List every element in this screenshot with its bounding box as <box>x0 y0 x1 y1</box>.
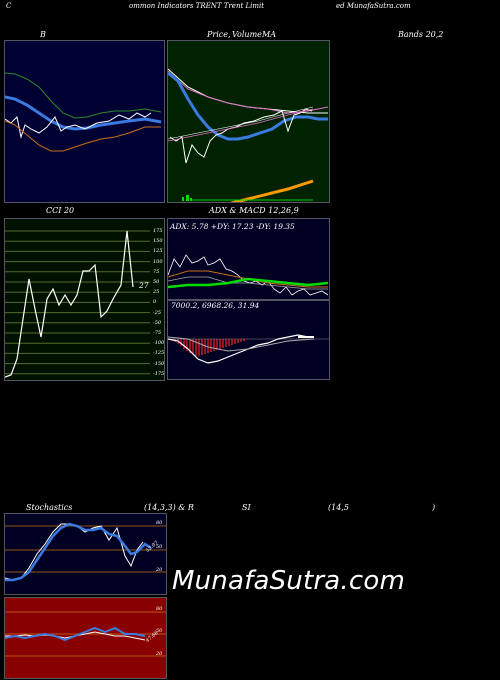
rsi-params: (14,5 <box>328 503 349 512</box>
bands-title: Bands 20,2 <box>398 30 444 39</box>
cci-level-label: -150 <box>153 360 165 367</box>
cci-level-label: -50 <box>153 319 162 326</box>
header-site: ed MunafaSutra.com <box>336 2 411 10</box>
cci-level-label: 75 <box>153 268 160 275</box>
cci-level-label: 100 <box>153 258 163 265</box>
cci-level-label: -175 <box>153 370 165 377</box>
adx-macd-title: ADX & MACD 12,26,9 <box>209 206 299 215</box>
rsi-close-paren: ) <box>432 503 436 512</box>
macd-readout: 7000.2, 6968.26, 31.94 <box>171 301 260 310</box>
bollinger-panel <box>4 40 165 203</box>
adx-readout: ADX: 5.78 +DY: 17.23 -DY: 19.35 <box>170 222 295 231</box>
cci-level-label: -75 <box>153 330 162 336</box>
watermark: MunafaSutra.com <box>172 566 406 596</box>
cci-panel: 27 175 150 125 100 75 50 25 0 -25 -50 -75 -100 -125 -… <box>4 218 165 381</box>
ma-title: MA <box>262 30 276 39</box>
cci-level-label: 150 <box>153 238 163 245</box>
cci-level-label: 125 <box>153 248 163 255</box>
stochastics-params: (14,3,3) & R <box>144 503 194 512</box>
rsi-title: SI <box>242 503 251 512</box>
cci-level-label: -100 <box>153 340 165 347</box>
cci-level-label: 25 <box>153 289 160 296</box>
rsi-level-20: 20 <box>156 651 163 657</box>
stoch-level-20: 20 <box>156 567 163 573</box>
cci-level-label: 0 <box>153 299 157 306</box>
cci-title: CCI 20 <box>46 206 75 215</box>
rsi-panel: 80 50 20 47.66 <box>4 597 167 679</box>
cci-current-value: 27 <box>139 281 149 290</box>
stoch-level-50: 50 <box>156 544 163 550</box>
bollinger-title: B <box>40 30 46 39</box>
stochastics-panel: 80 50 20 52.97 <box>4 513 167 595</box>
price-title: Price, <box>207 30 231 39</box>
macd-panel: 7000.2, 6968.26, 31.94 <box>167 300 330 380</box>
cci-level-label: -25 <box>153 309 162 316</box>
stoch-level-80: 80 <box>156 520 163 526</box>
header-left: C <box>6 2 12 10</box>
cci-level-label: -125 <box>153 350 165 357</box>
cci-level-label: 175 <box>153 228 163 234</box>
stochastics-title: Stochastics <box>26 503 73 512</box>
volume-title: Volume <box>232 30 262 39</box>
rsi-level-50: 50 <box>156 628 163 634</box>
price-ma-panel <box>167 40 330 203</box>
rsi-level-80: 80 <box>156 606 163 612</box>
header-title: ommon Indicators TRENT Trent Limit <box>129 2 265 10</box>
cci-level-label: 50 <box>153 279 160 285</box>
adx-panel: ADX: 5.78 +DY: 17.23 -DY: 19.35 <box>167 218 330 300</box>
